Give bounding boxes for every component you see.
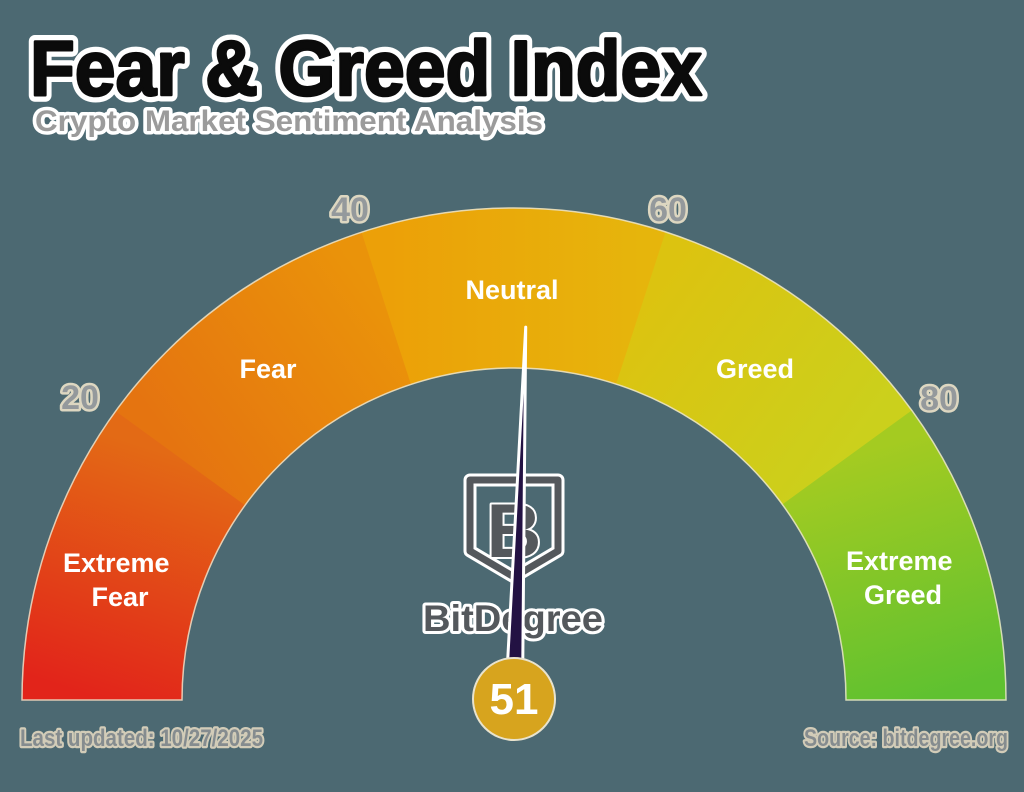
- label-extreme-fear: Extreme Fear: [63, 548, 177, 612]
- tick-label-40: 40: [331, 191, 369, 229]
- value-badge: [472, 657, 556, 741]
- label-fear: Fear: [239, 354, 297, 384]
- label-extreme-greed-line1: Extreme: [846, 546, 953, 576]
- tick-label-60: 60: [649, 191, 687, 229]
- gauge-arc: [21, 207, 1007, 701]
- tick-label-20: 20: [61, 379, 99, 417]
- label-neutral: Neutral: [465, 275, 558, 305]
- label-extreme-fear-line2: Fear: [91, 582, 149, 612]
- gauge-value: 51: [490, 675, 539, 724]
- tick-label-80: 80: [920, 380, 958, 418]
- shield-icon: [466, 476, 562, 581]
- label-greed: Greed: [716, 354, 794, 384]
- segment-labels: Extreme Fear Fear Neutral Greed Extreme …: [63, 275, 960, 612]
- tick-labels: 20 40 60 80: [59, 189, 961, 421]
- label-extreme-greed-line2: Greed: [864, 580, 942, 610]
- label-extreme-greed: Extreme Greed: [846, 546, 960, 610]
- label-extreme-fear-line1: Extreme: [63, 548, 170, 578]
- page-subtitle: Crypto Market Sentiment Analysis: [35, 105, 543, 138]
- source-text: Source: bitdegree.org: [804, 725, 1008, 752]
- last-updated-text: Last updated: 10/27/2025: [20, 725, 263, 752]
- gauge-outline: [21, 207, 1007, 701]
- page-title-outline: Fear & Greed Index: [30, 24, 702, 112]
- page-title: Fear & Greed Index: [30, 24, 702, 112]
